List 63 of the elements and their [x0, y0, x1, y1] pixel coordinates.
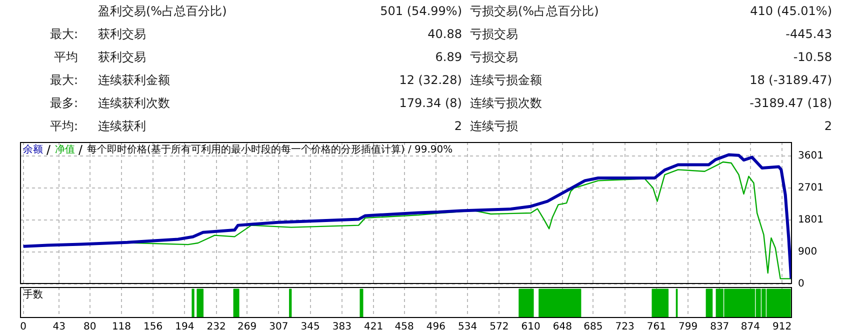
text: 501 (54.99%)	[380, 3, 462, 19]
text: 亏损交易(%占总百分比)	[470, 3, 599, 19]
text: 410 (45.01%)	[750, 3, 832, 19]
y-tick-label: 2701	[798, 182, 824, 194]
y-tick-label: 1801	[798, 214, 824, 226]
text: 179.34 (8)	[399, 95, 462, 111]
x-tick-label: 383	[332, 322, 352, 333]
text: 连续亏损金额	[470, 72, 542, 88]
text: 18 (-3189.47)	[750, 72, 832, 88]
text: 40.88	[428, 26, 462, 42]
x-tick-label: 874	[740, 322, 760, 333]
text: 连续亏损次数	[470, 95, 542, 111]
text: 获利交易	[98, 26, 146, 42]
x-tick-label: 496	[426, 322, 446, 333]
x-tick-label: 458	[394, 322, 414, 333]
text: 获利交易	[98, 49, 146, 65]
x-tick-label: 0	[20, 322, 27, 333]
text: 盈利交易(%占总百分比)	[98, 3, 227, 19]
text: 12 (32.28)	[399, 72, 462, 88]
x-tick-label: 80	[84, 322, 96, 333]
text: 净值	[55, 144, 75, 156]
text: -10.58	[793, 49, 832, 65]
text: 连续获利金额	[98, 72, 170, 88]
text: 连续获利	[98, 118, 146, 134]
text: -3189.47 (18)	[750, 95, 832, 111]
x-tick-label: 534	[458, 322, 478, 333]
text: 平均:	[50, 118, 78, 134]
y-tick-label: 900	[798, 246, 818, 258]
text: 亏损交易	[470, 49, 518, 65]
x-tick-label: 269	[238, 322, 257, 333]
x-tick-label: 799	[678, 322, 698, 333]
x-tick-label: 232	[206, 322, 226, 333]
chart-title: 手数	[23, 288, 43, 301]
text: 连续获利次数	[98, 95, 170, 111]
x-tick-label: 118	[112, 322, 132, 333]
text: 平均	[54, 49, 78, 65]
text: 连续亏损	[470, 118, 518, 134]
x-tick-label: 345	[300, 322, 320, 333]
chart-title: 每个即时价格(基于所有可利用的最小时段的每一个价格的分形插值计算) / 99.90%	[87, 144, 453, 156]
x-tick-label: 723	[615, 322, 634, 333]
x-tick-label: 572	[490, 322, 509, 333]
x-tick-label: 421	[364, 322, 384, 333]
text: 2	[824, 118, 832, 134]
x-tick-label: 43	[52, 322, 66, 333]
y-tick-label: 0	[798, 278, 804, 290]
x-tick-label: 156	[144, 322, 163, 333]
x-tick-label: 194	[175, 322, 194, 333]
text: 最多:	[50, 95, 78, 111]
text: 余额	[23, 144, 43, 156]
x-tick-label: 837	[710, 322, 730, 333]
text: -445.43	[786, 26, 832, 42]
y-tick-label: 3601	[798, 150, 824, 162]
x-tick-label: 648	[552, 322, 572, 333]
x-tick-label: 610	[521, 322, 540, 333]
x-tick-label: 761	[646, 322, 666, 333]
text: 6.89	[435, 49, 462, 65]
x-tick-label: 685	[584, 322, 603, 333]
text: 最大:	[50, 26, 78, 42]
text: 亏损交易	[470, 26, 518, 42]
x-tick-label: 912	[772, 322, 792, 333]
text: 2	[454, 118, 462, 134]
text: 最大:	[50, 72, 78, 88]
x-tick-label: 307	[269, 322, 288, 333]
